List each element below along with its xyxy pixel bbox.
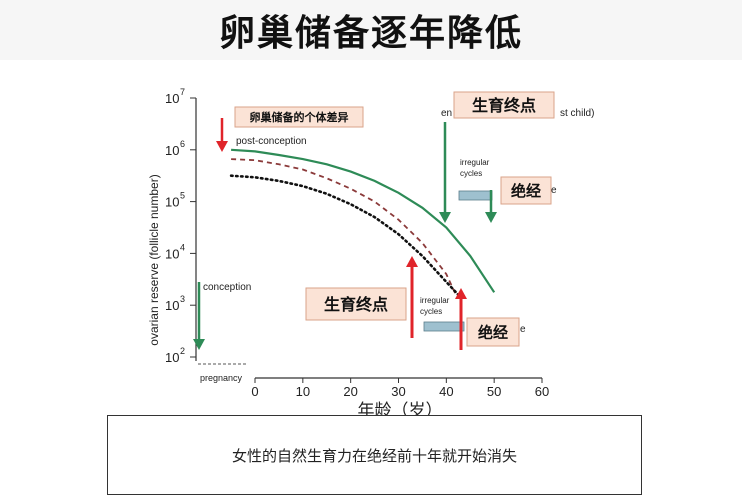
- y-tick-label: 10: [165, 143, 179, 158]
- fertility-end-arrow-upper-head: [439, 212, 451, 223]
- x-tick-label: 20: [343, 384, 357, 399]
- conception-label: conception: [203, 282, 251, 293]
- menopause-arrow-lower-head: [455, 288, 467, 299]
- chart-area: 10 2 10 3 10 4 10 5 10 6 10 7 0 10 20 30 40 50 60 pregnancy…: [0, 60, 742, 500]
- y-tick-label: 10: [165, 298, 179, 313]
- partial-e-upper: e: [551, 185, 557, 196]
- y-tick-exponent: 3: [180, 294, 185, 304]
- irregular-label-upper: irregular: [460, 158, 490, 167]
- y-tick-exponent: 6: [180, 139, 185, 149]
- ovarian-reserve-chart: 10 210 310 410 510 610 70 10 20 30 40 50 60pregnancy…: [140, 74, 615, 424]
- y-tick-exponent: 4: [180, 242, 185, 252]
- y-tick-label: 10: [165, 246, 179, 261]
- menopause-arrow-upper-head: [485, 212, 497, 223]
- irregular-label-lower-2: cycles: [420, 307, 442, 316]
- partial-end-label: en: [441, 108, 452, 119]
- x-tick-label: 30: [391, 384, 405, 399]
- conception-arrow-head: [193, 339, 205, 350]
- x-tick-label: 50: [487, 384, 501, 399]
- individual-diff-label-box: [234, 106, 364, 128]
- individual-diff-label: 卵巢储备的个体差异: [250, 110, 349, 124]
- partial-child-label: st child): [560, 108, 594, 119]
- caption-box: 女性的自然生育力在绝经前十年就开始消失: [107, 415, 642, 495]
- caption-text: 女性的自然生育力在绝经前十年就开始消失: [231, 446, 517, 465]
- series-line-dashed-red: [231, 158, 457, 296]
- y-tick-exponent: 7: [180, 87, 185, 97]
- pregnancy-label: pregnancy: [200, 373, 243, 383]
- menopause-label-lower: 绝经: [478, 323, 508, 341]
- irregular-label-lower: irregular: [420, 296, 450, 305]
- fertility-end-label-upper-box: [453, 91, 555, 119]
- y-tick-exponent: 2: [180, 346, 185, 356]
- irregular-bar-lower: [423, 321, 465, 332]
- fertility-end-arrow-lower-head: [406, 256, 418, 267]
- fertility-end-label-lower: 生育终点: [324, 295, 388, 314]
- x-tick-label: 0: [251, 384, 258, 399]
- menopause-label-upper: 绝经: [511, 182, 541, 200]
- page-title: 卵巢储备逐年降低: [218, 13, 523, 54]
- post-conception-label: post-conception: [236, 136, 307, 147]
- y-tick-label: 10: [165, 350, 179, 365]
- irregular-bar-upper: [458, 190, 493, 201]
- x-tick-label: 60: [535, 384, 549, 399]
- series-line-dotted-black: [229, 174, 462, 299]
- y-tick-label: 10: [165, 195, 179, 210]
- menopause-label-upper-box: [500, 176, 552, 205]
- partial-e-lower: e: [520, 324, 526, 335]
- y-tick-exponent: 5: [180, 191, 185, 201]
- series-line-solid-green: [231, 148, 496, 293]
- y-axis-label: ovarian reserve (follicle number): [147, 174, 161, 345]
- y-tick-label: 10: [165, 91, 179, 106]
- post-conception-arrow-head: [216, 141, 228, 152]
- irregular-label-upper-2: cycles: [460, 169, 482, 178]
- x-tick-label: 10: [296, 384, 310, 399]
- chart-panel: [140, 74, 615, 424]
- x-tick-label: 40: [439, 384, 453, 399]
- menopause-label-lower-box: [466, 317, 520, 347]
- title-band: 卵巢储备逐年降低: [0, 0, 742, 60]
- fertility-end-label-lower-box: [305, 287, 407, 321]
- fertility-end-label-upper: 生育终点: [472, 96, 536, 115]
